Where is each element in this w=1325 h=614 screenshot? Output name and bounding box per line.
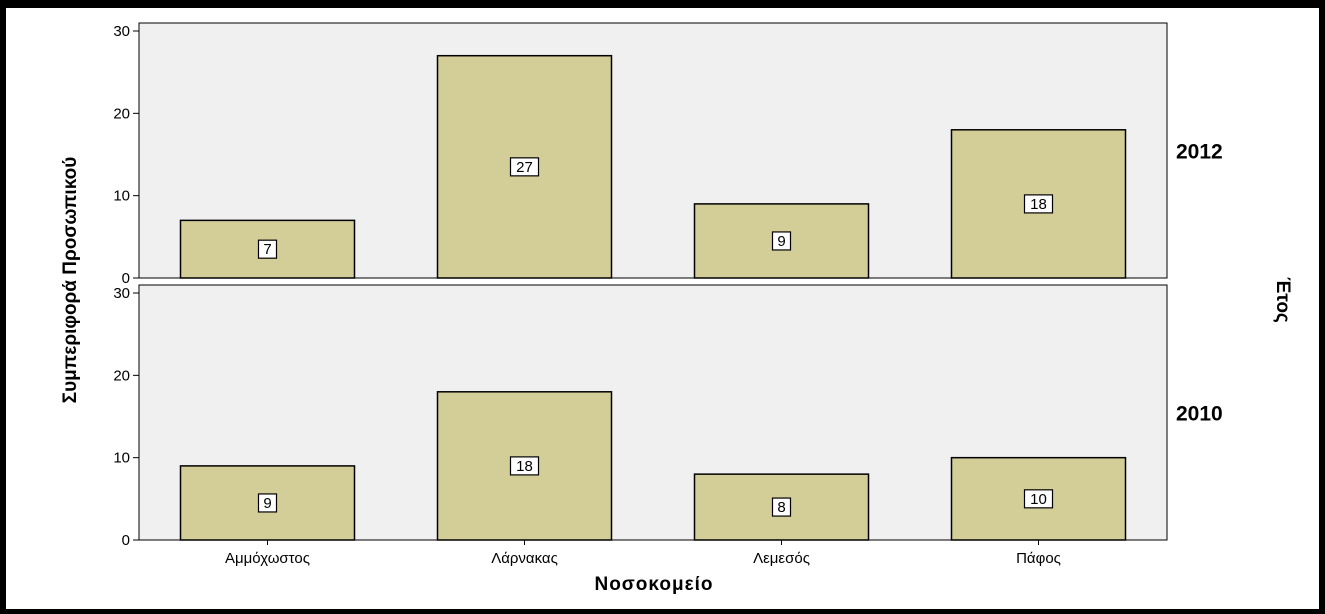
figure-canvas: Συμπεριφορά Προσωπικού Έτος Νοσοκομείο 0… [6,8,1319,609]
x-category-label: Λεμεσός [753,550,810,567]
data-label-box [1023,194,1054,214]
y-axis-title: Συμπεριφορά Προσωπικού [60,157,81,404]
y-tick-label: 10 [113,188,130,205]
x-category-label: Λάρνακας [491,550,558,567]
plot-layer: 0 10 20 30 7 27 9 18 2012 0 10 20 30 9 18 8 10 2010 Αμμόχω… [113,22,1223,567]
faceted-bar-chart: Συμπεριφορά Προσωπικού Έτος Νοσοκομείο 0… [60,22,1293,595]
x-category-label: Αμμόχωστος [225,550,310,567]
y-tick-label: 0 [122,532,130,549]
data-label-box [771,497,792,517]
y-tick-label: 20 [113,367,130,384]
data-label: 18 [516,458,533,475]
data-label-box [257,239,278,259]
x-axis-title: Νοσοκομείο [594,574,713,595]
y-tick-label: 30 [113,23,130,40]
data-label: 10 [1030,491,1047,508]
x-category-label: Πάφος [1016,550,1061,567]
data-label-box [771,231,792,251]
data-label-box [1023,489,1054,509]
data-label: 9 [263,495,271,512]
y-tick-label: 30 [113,285,130,302]
row-label: 2012 [1176,141,1223,164]
data-label: 7 [263,241,271,258]
data-label-box [509,157,540,177]
y-tick-label: 10 [113,450,130,467]
data-label: 27 [516,159,533,176]
row-label: 2010 [1176,403,1223,426]
y-tick-label: 20 [113,105,130,122]
data-label-box [509,456,540,476]
data-label: 9 [777,233,785,250]
data-label-box [257,493,278,513]
row-axis-title: Έτος [1272,277,1293,323]
data-label: 18 [1030,196,1047,213]
y-tick-label: 0 [122,270,130,287]
data-label: 8 [777,499,785,516]
bar-2010-2 [693,473,870,541]
